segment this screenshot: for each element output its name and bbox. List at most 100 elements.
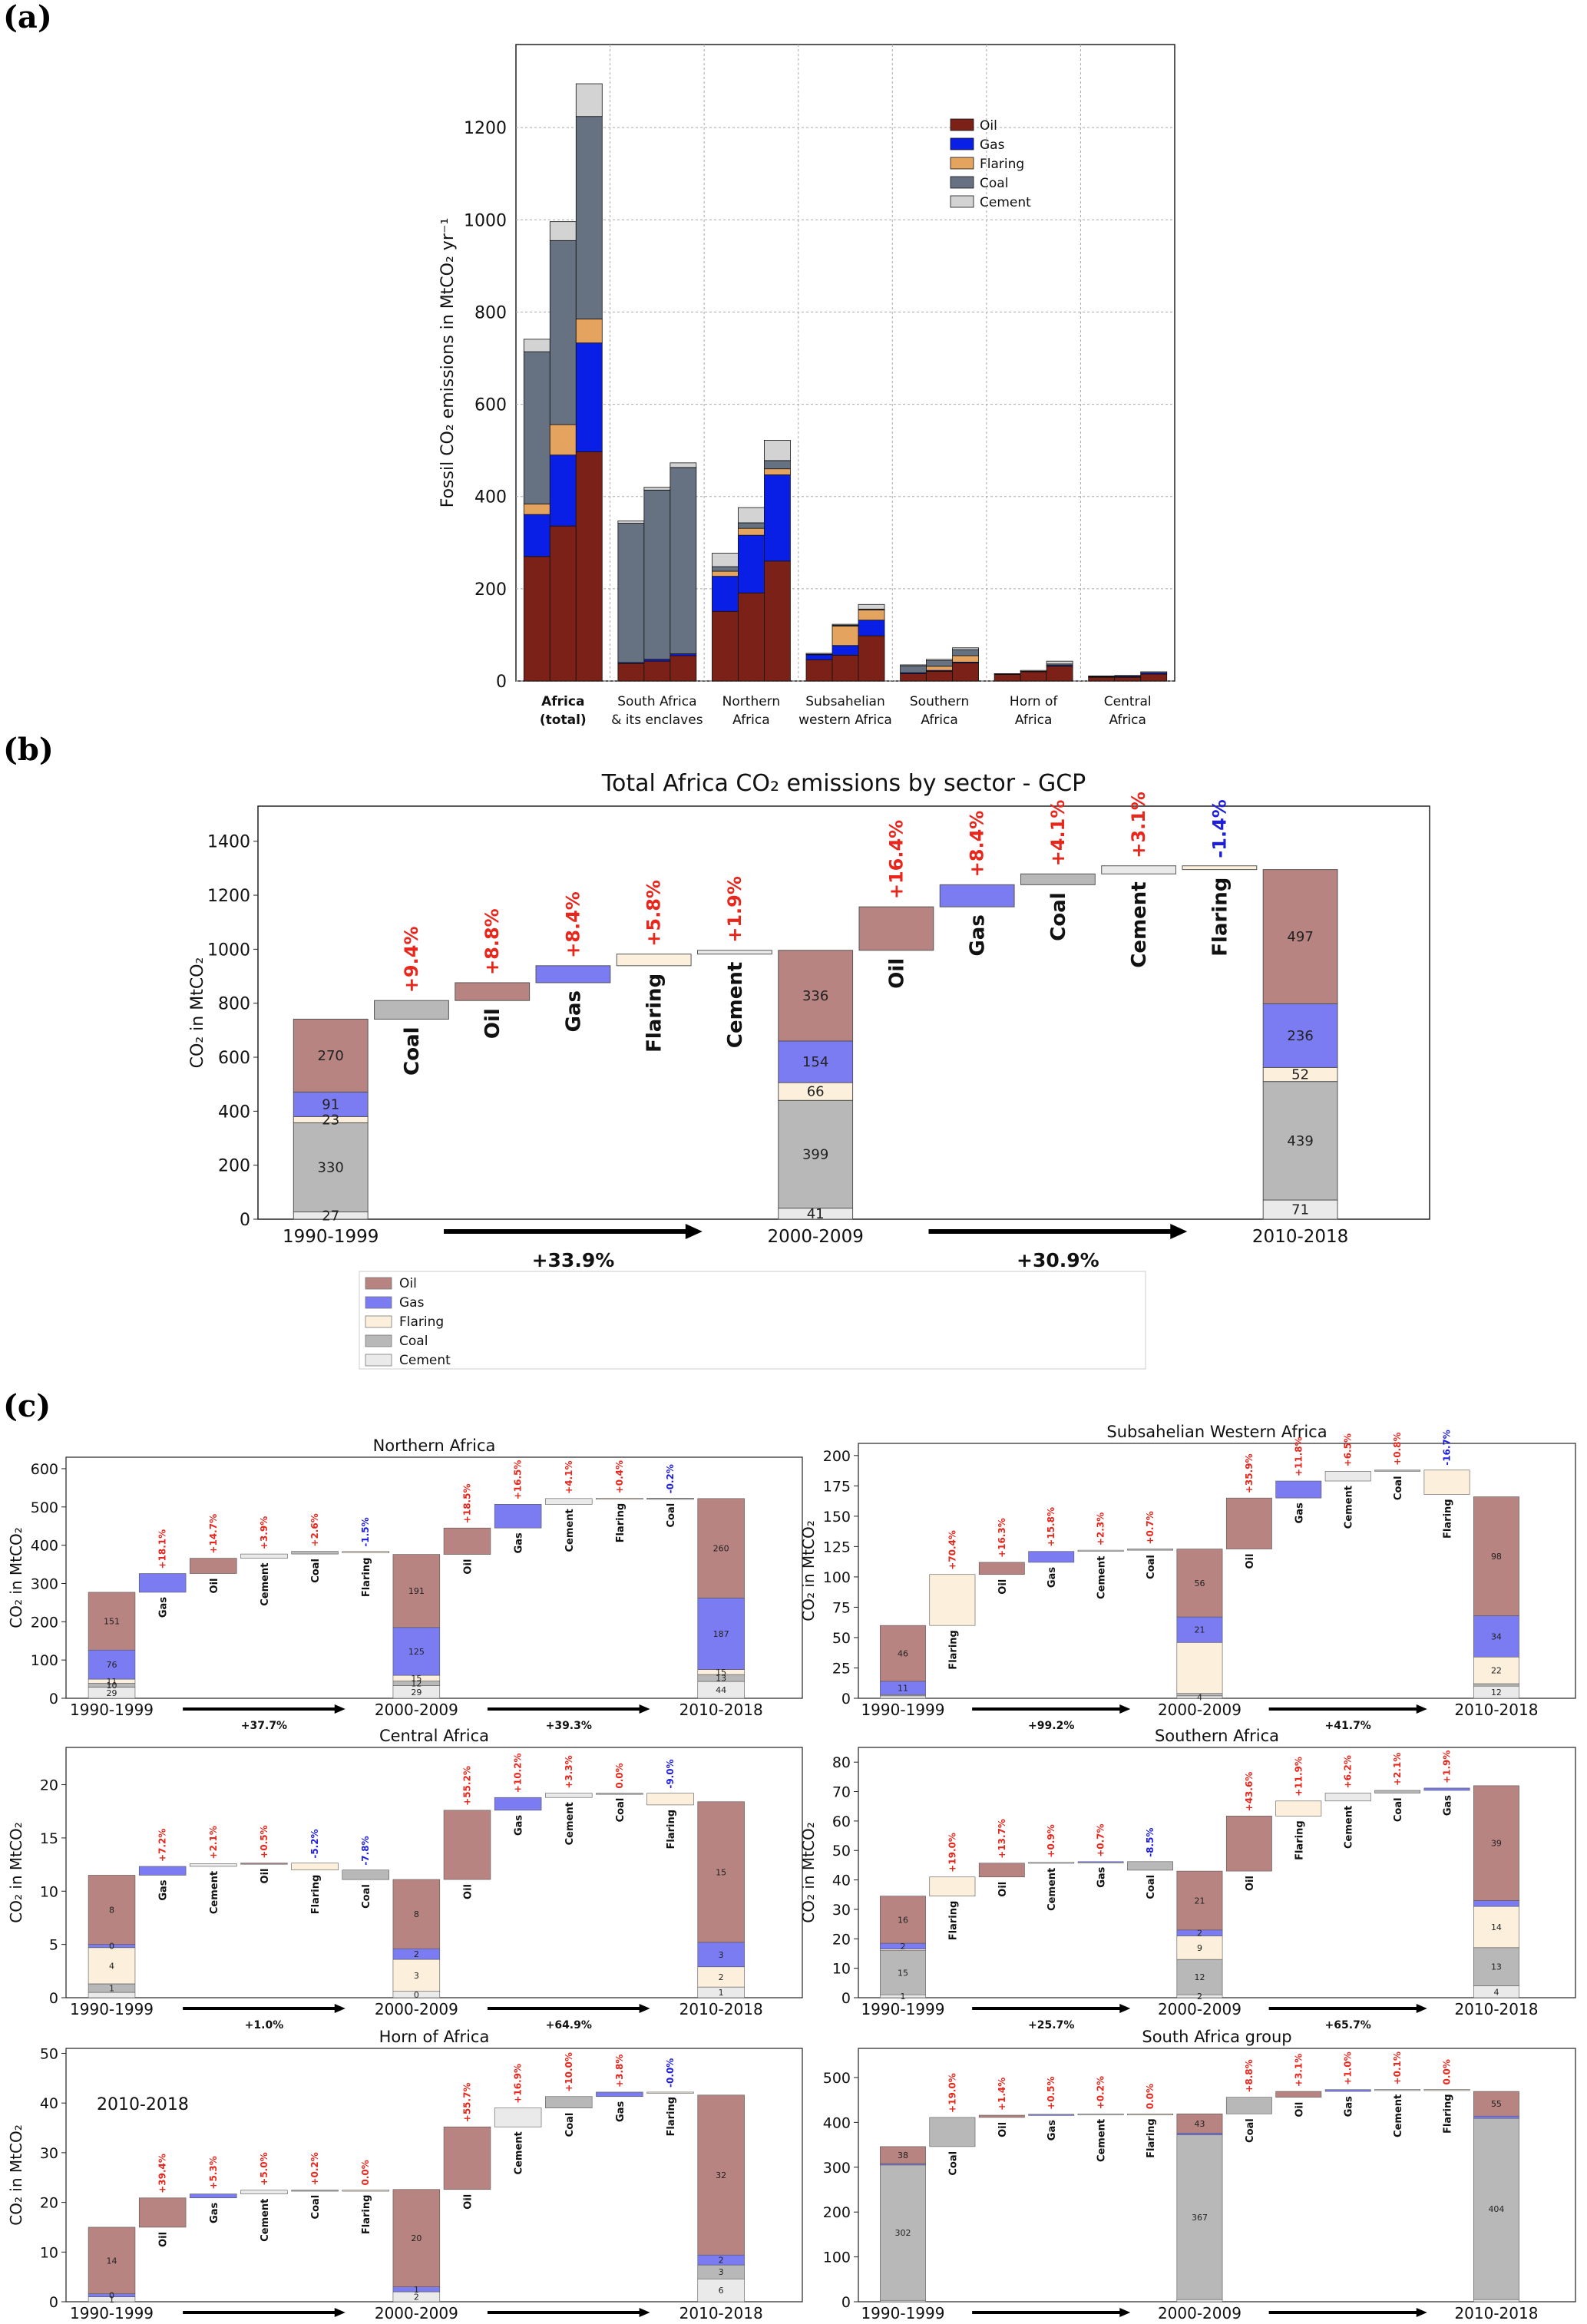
panel-b-step-percent: +16.4% <box>885 820 907 899</box>
panel-a-bar-segment <box>738 527 765 536</box>
panel-c-southern-step-bar <box>1127 1861 1173 1871</box>
panel-c-northern-step-bar <box>240 1553 288 1559</box>
panel-c-central-step-percent: +10.2% <box>513 1754 524 1793</box>
panel-c-northern-growth-label: +39.3% <box>546 1720 592 1732</box>
panel-c-southern-title: Southern Africa <box>1155 1727 1279 1745</box>
panel-c-southern-step-sector-label: Flaring <box>1294 1820 1305 1860</box>
panel-c-central-segment-value: 8 <box>109 1906 114 1916</box>
panel-c-subsahelian-segment-value: 34 <box>1491 1631 1502 1641</box>
panel-b-segment-value: 52 <box>1291 1067 1309 1083</box>
panel-c-central-period-label: 2010-2018 <box>679 2000 763 2018</box>
panel-c-northern-growth-arrow-head <box>334 1704 346 1714</box>
panel-a-bar-segment <box>952 649 979 656</box>
panel-c-subsahelian-step-sector-label: Cement <box>1096 1556 1108 1599</box>
panel-c-horn-stack-segment <box>392 2189 441 2287</box>
panel-c-southern-segment-value: 21 <box>1194 1896 1205 1906</box>
panel-b-ytick-label: 1000 <box>207 941 250 960</box>
panel-c-southern-segment-value: 13 <box>1491 1962 1502 1972</box>
panel-b-step-sector-label: Coal <box>401 1026 424 1075</box>
panel-c-horn-stack-segment <box>697 2094 745 2256</box>
panel-c-central-step-sector-label: Oil <box>260 1868 271 1883</box>
panel-c-horn-step-sector-label: Oil <box>158 2232 170 2247</box>
panel-c-northern-segment-value: 15 <box>411 1674 422 1684</box>
panel-c-central-period-label: 1990-1999 <box>70 2000 154 2018</box>
panel-c-horn-step-sector-label: Flaring <box>666 2097 677 2137</box>
panel-c-horn-segment-value: 32 <box>716 2170 726 2180</box>
panel-b-stack-segment <box>1262 1003 1338 1068</box>
panel-c-subsahelian-step-bar <box>1423 1469 1470 1495</box>
panel-b-step-bar <box>939 884 1015 907</box>
panel-c-central-step-bar <box>443 1810 491 1880</box>
panel-c-southafrica-ytick-label: 400 <box>823 2114 851 2131</box>
panel-b-stack-segment <box>778 1040 854 1083</box>
panel-b-segment-value: 71 <box>1291 1202 1309 1218</box>
panel-c-southafrica-step-bar <box>1225 2097 1272 2114</box>
panel-c-subsahelian-step-percent: +2.3% <box>1096 1512 1106 1545</box>
panel-c-subsahelian-step-sector-label: Oil <box>1245 1554 1256 1569</box>
panel-b-stack-segment <box>293 1018 369 1093</box>
panel-c-subsahelian-stack-segment <box>1473 1615 1519 1658</box>
panel-a-bar-segment <box>832 623 859 626</box>
panel-a-bar-segment <box>1046 666 1073 682</box>
panel-a-bar-segment <box>617 663 645 682</box>
panel-a-bar-segment <box>670 462 697 468</box>
panel-c-southern-ytick-label: 20 <box>832 1931 851 1948</box>
panel-c-northern-step-sector-label: Flaring <box>615 1503 627 1543</box>
panel-c-central-step-percent: 0.0% <box>614 1763 625 1788</box>
panel-c-central-step-bar <box>190 1863 237 1867</box>
panel-c-southern-segment-value: 2 <box>1197 1929 1202 1939</box>
panel-c-central-ytick-label: 10 <box>40 1883 58 1900</box>
panel-a-category-label: Africa <box>541 694 584 709</box>
panel-b-step-sector-label: Cement <box>1128 881 1151 967</box>
panel-a-ytick-label: 1200 <box>464 119 507 138</box>
panel-c-southern-step-percent: +0.7% <box>1096 1823 1106 1856</box>
panel-a-legend-swatch <box>950 137 974 150</box>
panel-a-bar-segment <box>670 655 697 682</box>
panel-c-subsahelian-step-bar <box>1028 1551 1075 1563</box>
panel-b-legend-label: Oil <box>399 1276 417 1291</box>
panel-c-subsahelian-stack-segment <box>880 1695 926 1699</box>
panel-c-central-stack-segment <box>697 1966 745 1988</box>
panel-c-southern-step-percent: -8.5% <box>1145 1828 1156 1857</box>
panel-c-horn-step-percent: 0.0% <box>360 2160 371 2185</box>
panel-c-northern-segment-value: 10 <box>107 1681 117 1691</box>
panel-c-southern-growth-arrow-head <box>1416 2004 1427 2013</box>
panel-b-legend-swatch <box>365 1277 392 1290</box>
panel-c-horn-step-sector-label: Cement <box>260 2199 271 2242</box>
panel-c-subsahelian-period-label: 1990-1999 <box>861 1701 944 1719</box>
panel-a-bar-segment <box>926 670 953 682</box>
panel-b-ytick-label: 1400 <box>207 833 250 852</box>
panel-c-central-step-percent: -9.0% <box>665 1759 676 1788</box>
panel-c-southafrica-stack-segment <box>1473 2115 1519 2119</box>
panel-c-southafrica-step-percent: +19.0% <box>947 2073 957 2113</box>
panel-b-step-sector-label: Gas <box>967 914 990 956</box>
panel-a-ytick-label: 800 <box>474 303 507 322</box>
panel-c-northern-step-bar <box>646 1498 694 1500</box>
panel-c-northern-step-sector-label: Coal <box>310 1559 322 1583</box>
panel-c-northern-step-bar <box>545 1498 593 1505</box>
panel-b-segment-value: 91 <box>322 1096 339 1112</box>
panel-c-subsahelian-step-bar <box>1225 1497 1272 1549</box>
panel-c-subsahelian-growth-label: +41.7% <box>1325 1720 1371 1732</box>
panel-c-central-title: Central Africa <box>379 1727 489 1745</box>
panel-c-southern-step-sector-label: Gas <box>1443 1795 1454 1816</box>
panel-c-subsahelian-step-sector-label: Gas <box>1294 1503 1305 1523</box>
panel-c-southern-ytick-label: 10 <box>832 1961 851 1978</box>
panel-c-southafrica-step-sector-label: Oil <box>1294 2102 1305 2117</box>
panel-a-category-label: Horn of <box>1010 694 1058 709</box>
panel-a-category-label: & its enclaves <box>611 712 703 728</box>
panel-c-northern-segment-value: 13 <box>716 1674 726 1684</box>
panel-c-southafrica-step-sector-label: Flaring <box>1443 2094 1454 2134</box>
panel-a-legend-label: Oil <box>980 118 997 134</box>
panel-a-bar-segment <box>952 655 979 663</box>
panel-c-subsahelian-segment-value: 46 <box>898 1649 908 1659</box>
panel-c-northern-segment-value: 125 <box>408 1647 425 1657</box>
panel-c-southern-stack-segment <box>1473 1947 1519 1986</box>
panel-c-horn-step-bar <box>646 2091 694 2094</box>
panel-c-southafrica-step-percent: 0.0% <box>1145 2084 1156 2109</box>
panel-c-central-period-label: 2000-2009 <box>375 2000 458 2018</box>
panel-c-northern-ytick-label: 300 <box>31 1575 58 1592</box>
panel-c-southern-ytick-label: 60 <box>832 1813 851 1830</box>
panel-b-stack-segment <box>293 1091 369 1117</box>
